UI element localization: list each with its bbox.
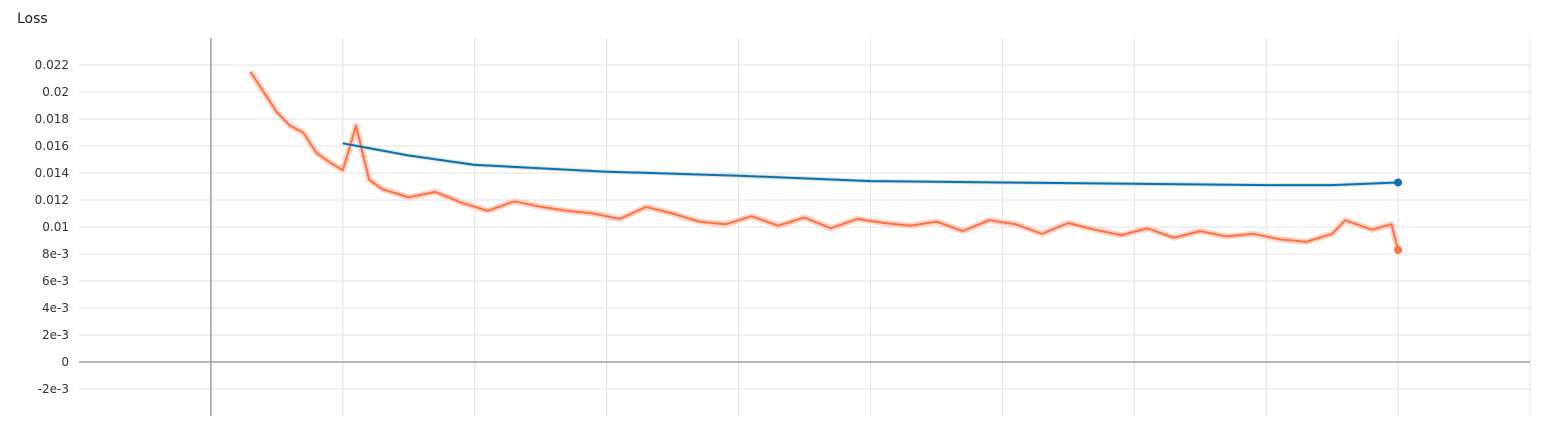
train-last-point (1394, 245, 1403, 254)
eval-loss-line (342, 142, 1399, 187)
y-tick-label: -2e-3 (38, 382, 69, 396)
train-raw-band (247, 70, 1402, 251)
y-tick-label: 0.018 (35, 112, 69, 126)
y-tick-label: 0.02 (42, 85, 69, 99)
y-tick-label: 0.01 (42, 220, 69, 234)
y-tick-label: 8e-3 (42, 247, 69, 261)
axes (79, 38, 1530, 416)
y-tick-labels: 0.022 0.02 0.018 0.016 0.014 0.012 0.01 8e-3 6e-… (35, 58, 69, 396)
y-tick-label: 0.012 (35, 193, 69, 207)
series-layer (247, 70, 1403, 254)
y-tick-label: 0.022 (35, 58, 69, 72)
chart-title: Loss (17, 11, 48, 27)
y-tick-label: 4e-3 (42, 301, 69, 315)
y-tick-label: 0.016 (35, 139, 69, 153)
y-gridlines (79, 64, 1530, 390)
eval-last-point (1394, 178, 1403, 187)
y-tick-label: 0 (61, 355, 69, 369)
train-loss-line (249, 71, 1400, 251)
y-tick-label: 0.014 (35, 166, 69, 180)
y-tick-label: 2e-3 (42, 328, 69, 342)
y-tick-label: 6e-3 (42, 274, 69, 288)
